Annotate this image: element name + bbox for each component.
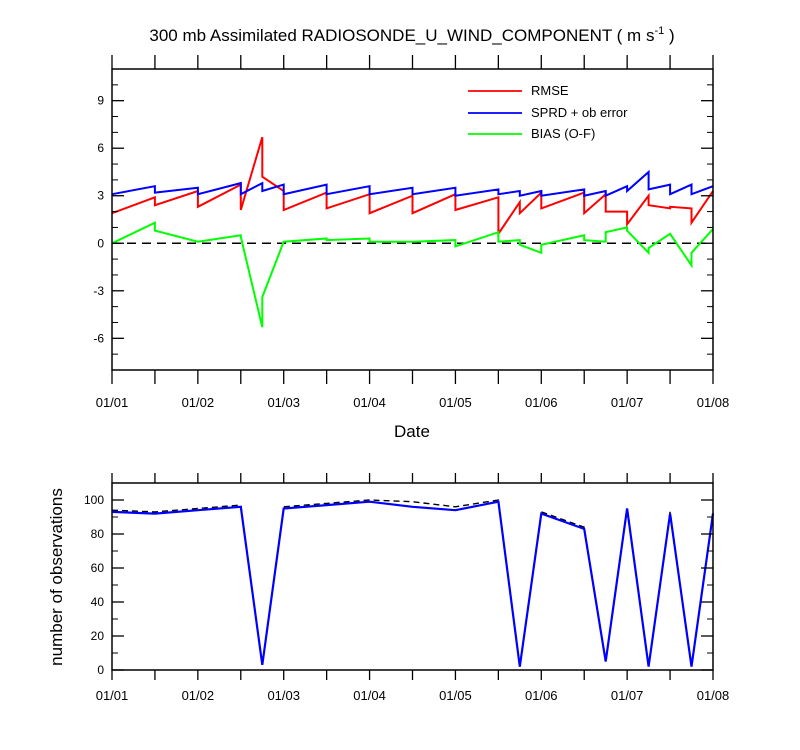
legend-label-sprd: SPRD + ob error [531, 105, 628, 120]
top-x-tick-labels: 01/01 01/02 01/03 01/04 01/05 01/06 01/07 01/08 [96, 395, 730, 410]
x-tick-label: 01/01 [96, 688, 129, 703]
x-tick-label: 01/04 [353, 395, 386, 410]
legend: RMSE SPRD + ob error BIAS (O-F) [468, 83, 628, 141]
x-tick-label: 01/05 [439, 395, 472, 410]
y-tick-label: 80 [91, 527, 105, 541]
y-tick-label: 20 [91, 629, 105, 643]
y-tick-label: 100 [84, 493, 104, 507]
bottom-x-tick-labels: 01/01 01/02 01/03 01/04 01/05 01/06 01/07 01/08 [96, 688, 730, 703]
x-tick-label: 01/07 [611, 395, 644, 410]
y-tick-label: 60 [91, 561, 105, 575]
bottom-ticks [111, 473, 714, 680]
rmse-line [111, 136, 714, 238]
x-tick-label: 01/05 [439, 688, 472, 703]
top-ticks [111, 55, 714, 384]
y-tick-label: -3 [93, 284, 104, 298]
x-tick-label: 01/03 [267, 688, 300, 703]
x-tick-label: 01/06 [525, 688, 558, 703]
y-tick-label: -6 [93, 331, 104, 345]
x-tick-label: 01/06 [525, 395, 558, 410]
x-tick-label: 01/02 [182, 395, 215, 410]
legend-label-rmse: RMSE [531, 83, 569, 98]
y-tick-label: 3 [97, 189, 104, 203]
x-tick-label: 01/08 [697, 395, 730, 410]
y-tick-label: 0 [97, 663, 104, 677]
x-tick-label: 01/07 [611, 688, 644, 703]
x-tick-label: 01/08 [697, 688, 730, 703]
sprd-line [111, 169, 714, 198]
top-series-group [111, 136, 714, 328]
obs-assimilated-line [111, 500, 715, 667]
x-tick-label: 01/02 [182, 688, 215, 703]
x-tick-label: 01/04 [353, 688, 386, 703]
x-tick-label: 01/03 [267, 395, 300, 410]
y-tick-label: 40 [91, 595, 105, 609]
x-axis-label: Date [394, 422, 430, 441]
bias-line [111, 221, 714, 328]
legend-item-bias: BIAS (O-F) [468, 126, 595, 141]
top-y-tick-labels: -6 -3 0 3 6 9 [93, 94, 104, 346]
y-tick-label: 0 [97, 236, 104, 250]
bottom-y-tick-labels: 0 20 40 60 80 100 [84, 493, 104, 677]
bottom-series-group [111, 499, 715, 667]
bottom-plot-frame [111, 482, 714, 671]
chart-title: 300 mb Assimilated RADIOSONDE_U_WIND_COM… [149, 25, 674, 45]
obs-total-line [111, 499, 714, 667]
legend-item-sprd: SPRD + ob error [468, 105, 628, 120]
y-tick-label: 9 [97, 94, 104, 108]
y-tick-label: 6 [97, 141, 104, 155]
legend-label-bias: BIAS (O-F) [531, 126, 595, 141]
y-axis-label-observations: number of observations [47, 488, 66, 666]
legend-item-rmse: RMSE [468, 83, 569, 98]
x-tick-label: 01/01 [96, 395, 129, 410]
